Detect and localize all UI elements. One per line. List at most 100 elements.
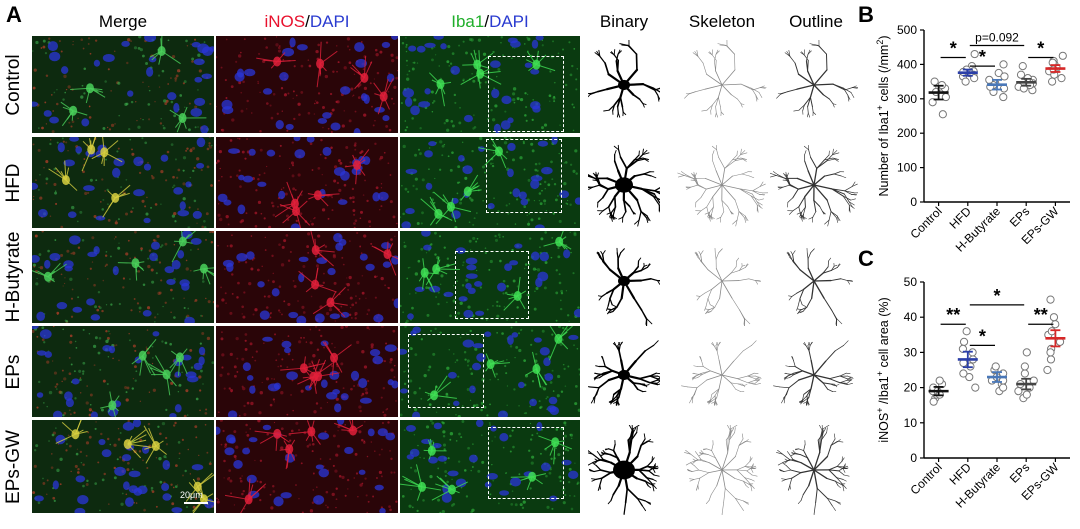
morphology-skeleton-eps <box>681 340 762 406</box>
micrograph-merge-h-butyrate <box>32 231 214 323</box>
micrograph-iba1-eps-gw <box>400 420 580 513</box>
data-point <box>971 383 980 392</box>
data-point <box>1022 390 1031 399</box>
data-point <box>999 383 1008 392</box>
significance-label: * <box>979 326 986 346</box>
data-point <box>1049 313 1059 322</box>
micrograph-iba1-control <box>400 36 580 133</box>
data-point <box>929 397 938 406</box>
column-header-outline: Outline <box>789 12 843 31</box>
data-point <box>961 77 970 86</box>
y-tick-label: 20 <box>904 381 918 395</box>
zoom-region-box <box>486 139 562 213</box>
iba1-label: Iba1 <box>451 12 485 31</box>
data-point <box>1043 365 1052 375</box>
data-point <box>1020 369 1029 378</box>
micrograph-inos-eps-gw <box>216 420 398 513</box>
significance-label: ** <box>1034 305 1048 325</box>
micrograph-merge-eps-gw <box>32 420 214 513</box>
micrograph-iba1-eps <box>400 326 580 417</box>
row-label-control: Control <box>3 53 24 116</box>
y-tick-label: 50 <box>904 275 918 289</box>
data-point <box>1020 362 1029 371</box>
morphology-outline-hfd <box>770 145 858 227</box>
data-point <box>1018 62 1027 71</box>
data-point <box>999 60 1008 69</box>
data-point <box>1046 348 1055 357</box>
data-point <box>1046 355 1056 364</box>
slash: / <box>484 12 490 31</box>
row-label-h-butyrate: H-Butyrate <box>3 231 24 323</box>
dapi-label: DAPI <box>309 12 350 31</box>
dapi-label: DAPI <box>489 12 529 31</box>
data-point <box>1047 327 1056 336</box>
data-point <box>935 376 944 385</box>
column-header-skeleton: Skeleton <box>688 12 756 31</box>
morphology-skeleton-control <box>684 40 767 118</box>
y-tick-label: 0 <box>910 451 917 465</box>
row-label-eps-gw: EPs-GW <box>3 429 24 504</box>
data-point <box>1000 72 1009 81</box>
zoom-region-box <box>488 56 564 132</box>
y-tick-label: 100 <box>897 161 917 175</box>
column-header-binary: Binary <box>599 12 649 31</box>
y-tick-label: 0 <box>910 195 917 209</box>
micrograph-merge-eps <box>32 326 214 417</box>
significance-label: * <box>950 39 957 59</box>
column-header-inos-dapi: iNOS/DAPI <box>216 12 398 32</box>
row-label-eps: EPs <box>3 354 24 389</box>
morphology-skeleton-h-butyrate <box>694 247 761 326</box>
y-tick-label: 500 <box>897 23 917 37</box>
data-point <box>959 369 968 378</box>
data-point <box>1046 295 1055 304</box>
y-axis-label: Number of Iba1+ cells (/mm2) <box>875 35 891 196</box>
data-point <box>1016 70 1026 79</box>
column-header-iba1-dapi: Iba1/DAPI <box>400 12 580 32</box>
row-label-hfd: HFD <box>3 162 24 203</box>
x-tick-label: EPs <box>1007 204 1032 229</box>
y-axis-label: iNOS+ /Iba1+ cell area (%) <box>875 297 891 442</box>
data-point <box>1014 387 1023 396</box>
y-tick-label: 10 <box>904 416 918 430</box>
micrograph-inos-control <box>216 36 398 133</box>
data-point <box>1048 77 1057 86</box>
chart-c-inos-area: 0 10 20 30 40 50 iNOS+ /Iba1+ cell area (%) Con… <box>875 275 1070 511</box>
data-point <box>938 110 947 119</box>
data-point <box>970 49 979 59</box>
morphology-binary-eps-gw <box>588 425 660 515</box>
zoom-region-box <box>488 427 564 499</box>
y-tick-label: 400 <box>897 57 917 71</box>
y-tick-label: 200 <box>897 126 917 140</box>
morphology-binary-hfd <box>588 144 660 227</box>
data-point <box>959 337 969 346</box>
scale-bar-line <box>184 502 208 504</box>
morphology-outline-eps <box>773 340 854 406</box>
zoom-region-box <box>408 334 484 408</box>
slash: / <box>305 12 310 31</box>
micrograph-inos-eps <box>216 326 398 417</box>
data-point <box>991 362 1000 371</box>
y-tick-label: 40 <box>904 310 918 324</box>
chart-b-cell-count: 0 100 200 300 400 500 Number of Iba1+ cells (/… <box>875 23 1070 252</box>
data-point <box>1058 51 1067 60</box>
significance-label: ** <box>946 305 960 325</box>
panel-letter-a: A <box>6 2 22 27</box>
morphology-outline-h-butyrate <box>786 247 853 326</box>
panel-letter-b: B <box>858 2 874 27</box>
scale-bar-label: 20μm <box>180 490 203 500</box>
significance-label: * <box>993 286 1000 306</box>
morphology-skeleton-eps-gw <box>684 425 758 515</box>
data-point <box>1057 74 1066 83</box>
data-point <box>999 92 1008 102</box>
data-point <box>928 98 937 107</box>
y-tick-label: 30 <box>904 345 918 359</box>
micrograph-inos-hfd <box>216 137 398 228</box>
y-tick-label: 300 <box>897 92 917 106</box>
morphology-outline-eps-gw <box>776 425 850 515</box>
panel-letter-c: C <box>858 246 874 271</box>
data-point <box>965 372 974 382</box>
morphology-binary-h-butyrate <box>596 247 660 326</box>
data-point <box>1022 348 1031 357</box>
x-tick-label: EPs <box>1007 460 1032 485</box>
x-tick-label: Control <box>907 460 944 497</box>
